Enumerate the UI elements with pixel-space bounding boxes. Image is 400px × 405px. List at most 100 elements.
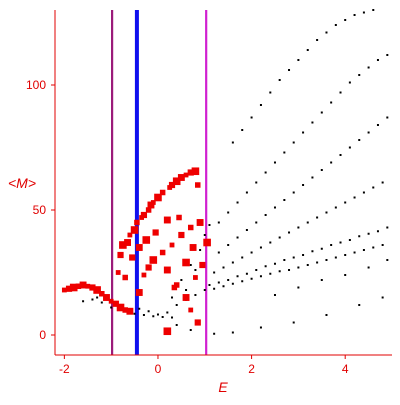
data-point [372, 9, 375, 11]
data-point [353, 196, 356, 199]
data-point [316, 39, 319, 41]
data-point [91, 298, 94, 301]
data-point [180, 279, 183, 281]
data-point [353, 251, 356, 254]
data-point [227, 279, 230, 281]
data-point [320, 169, 323, 171]
data-point [231, 331, 234, 334]
data-point [381, 296, 384, 299]
data-point [187, 224, 194, 231]
data-point [316, 216, 319, 219]
data-point [325, 211, 328, 214]
data-point [191, 167, 200, 176]
data-point [273, 161, 276, 164]
data-point [273, 294, 276, 296]
data-point [292, 141, 295, 144]
data-point [99, 291, 105, 297]
y-tick-label: 100 [26, 78, 46, 92]
data-point [344, 19, 347, 21]
data-point [115, 270, 121, 275]
data-point [306, 49, 309, 51]
data-point [320, 247, 323, 250]
data-point [278, 236, 281, 239]
data-point [159, 249, 166, 256]
data-point [325, 259, 328, 261]
data-point [250, 277, 253, 280]
data-point [133, 312, 136, 315]
data-point [134, 219, 140, 226]
data-point [259, 275, 262, 278]
data-point [183, 172, 189, 178]
data-point [117, 251, 124, 259]
data-point [344, 274, 347, 276]
data-point [241, 256, 244, 259]
data-point [175, 304, 178, 306]
data-point [171, 296, 174, 299]
x-tick-label: 2 [248, 362, 255, 376]
data-point [75, 283, 82, 289]
data-point [213, 287, 216, 290]
data-point [203, 238, 211, 247]
data-point [283, 151, 286, 154]
data-point [231, 141, 234, 144]
data-point [367, 232, 370, 235]
data-point [208, 284, 211, 286]
data-point [283, 199, 286, 201]
data-point [362, 191, 365, 194]
data-point [96, 296, 99, 299]
data-point [264, 265, 267, 268]
data-point [194, 269, 197, 271]
x-tick-label: -2 [59, 362, 70, 376]
data-point [381, 181, 384, 184]
data-point [168, 181, 176, 189]
data-point [182, 294, 190, 301]
data-point [311, 250, 314, 253]
points-layer [61, 9, 389, 336]
data-point [358, 235, 361, 238]
data-point [316, 261, 319, 264]
data-point [358, 304, 361, 306]
data-point [386, 226, 389, 229]
data-point [245, 272, 248, 275]
data-point [138, 307, 141, 310]
data-point [199, 261, 206, 269]
data-point [116, 303, 125, 312]
data-point [161, 316, 164, 318]
data-point [217, 251, 220, 254]
data-point [292, 321, 295, 324]
data-point [344, 254, 347, 256]
data-point [269, 272, 272, 275]
data-point [193, 275, 198, 280]
data-point [82, 300, 85, 303]
data-point [194, 319, 201, 326]
data-point [250, 251, 253, 254]
y-ticks: 0 50 100 [26, 78, 55, 342]
data-point [376, 124, 379, 126]
data-point [178, 231, 185, 239]
data-point [163, 327, 172, 336]
data-point [297, 59, 300, 61]
y-tick-label: 0 [39, 328, 46, 342]
data-point [348, 146, 351, 149]
data-point [182, 258, 190, 267]
data-point [79, 281, 87, 289]
data-point [140, 211, 148, 219]
data-point [320, 279, 323, 281]
data-point [189, 244, 197, 251]
data-point [142, 236, 151, 244]
data-point [348, 239, 351, 241]
data-point [302, 184, 305, 186]
data-point [245, 191, 248, 194]
data-point [203, 289, 206, 291]
data-point [163, 216, 171, 224]
data-point [171, 284, 178, 291]
data-point [236, 275, 239, 278]
data-point [264, 214, 267, 216]
data-point [208, 224, 211, 226]
data-point [367, 131, 370, 134]
data-point [122, 307, 128, 313]
data-point [302, 131, 305, 134]
data-point [129, 254, 136, 261]
data-point [195, 182, 201, 188]
